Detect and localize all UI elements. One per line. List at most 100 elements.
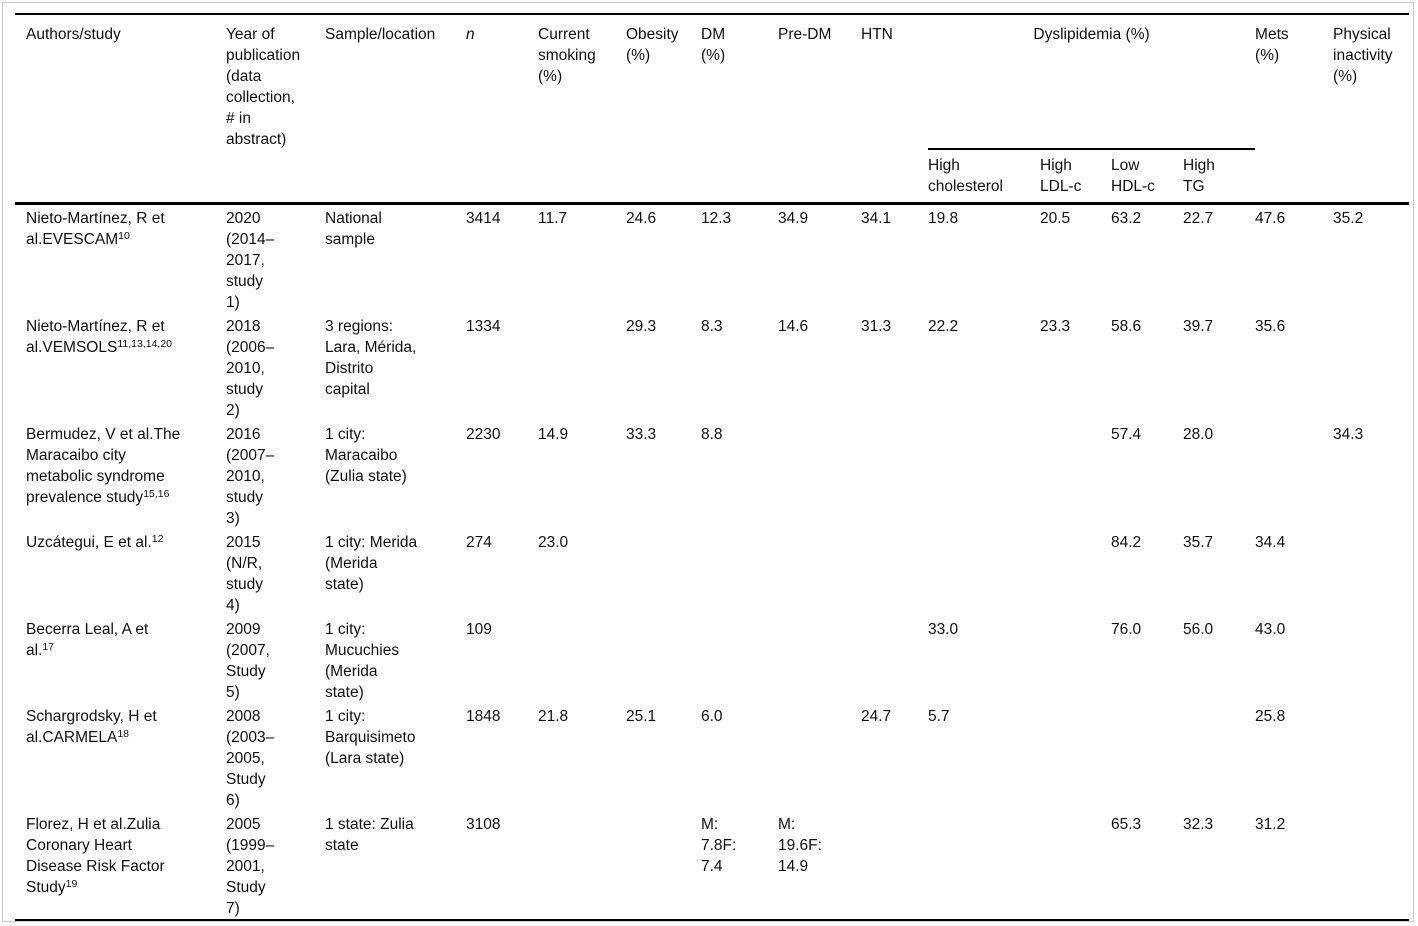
cell-predm [778,529,861,616]
reference-superscript: 19 [65,877,78,890]
cell-predm: M: 19.6F: 14.9 [778,815,822,875]
table-body: Nieto-Martínez, R et al.EVESCAM10 2020 (2… [15,203,1409,920]
cell-htn [861,421,928,529]
table-row: Schargrodsky, H et al.CARMELA18 2008 (200… [15,703,1409,811]
cell-low-hdl: 58.6 [1111,317,1142,335]
cell-author-study: Nieto-Martínez, R et al.EVESCAM10 [15,203,226,313]
cell-htn: 31.3 [861,317,892,335]
cell-author-study: Becerra Leal, A et al.17 [15,616,226,703]
table-row: Bermudez, V et al.The Maracaibo city met… [15,421,1409,529]
table-row: Uzcátegui, E et al.12 2015 (N/R, study 4)… [15,529,1409,616]
cell-high-tg: 32.3 [1183,815,1214,833]
cell-htn: 34.1 [861,209,892,227]
cell-smoking [538,616,626,703]
cell-mets: 25.8 [1255,707,1286,725]
cell-year-of-publication: 2008 (2003– 2005, Study 6) [226,707,275,809]
cell-smoking [538,313,626,421]
cell-low-hdl [1111,703,1183,811]
cell-mets: 35.6 [1255,317,1286,335]
author-study-text: Florez, H et al.Zulia Coronary Heart Dis… [26,815,165,896]
cell-obesity: 24.6 [626,209,657,227]
cell-high-tg: 56.0 [1183,620,1214,638]
cell-high-cholesterol [928,529,1040,616]
cell-author-study: Nieto-Martínez, R et al.VEMSOLS11,13,14,… [15,313,226,421]
cell-dm: 6.0 [701,707,723,725]
cell-high-ldl [1040,529,1111,616]
col-header-current-smoking: Current smoking (%) [538,26,596,85]
cell-inactivity: 35.2 [1333,209,1364,227]
table-row: Florez, H et al.Zulia Coronary Heart Dis… [15,811,1409,921]
cell-high-cholesterol: 22.2 [928,317,959,335]
col-header-high-tg: High TG [1183,157,1215,195]
cell-predm [778,421,861,529]
cell-n: 3108 [466,815,501,833]
reference-superscript: 12 [151,532,164,545]
cell-low-hdl: 57.4 [1111,425,1142,443]
col-header-obesity: Obesity (%) [626,26,679,64]
cell-n: 109 [466,620,492,638]
cell-sample-location: 1 state: Zulia state [325,815,414,854]
table-row: Nieto-Martínez, R et al.VEMSOLS11,13,14,… [15,313,1409,421]
cell-high-ldl [1040,703,1111,811]
col-header-dyslipidemia-group: Dyslipidemia (%) [928,14,1256,150]
col-header-physical-inactivity: Physical inactivity (%) [1333,26,1393,85]
cell-mets: 47.6 [1255,209,1286,227]
cell-high-cholesterol: 19.8 [928,209,959,227]
cell-predm: 34.9 [778,209,809,227]
author-study-text: Becerra Leal, A et al. [26,620,149,659]
col-header-year-of-publication: Year of publication (data collection, # … [226,26,301,148]
cell-n: 2230 [466,425,501,443]
col-header-pre-dm: Pre-DM [778,26,832,43]
cell-year-of-publication: 2009 (2007, Study 5) [226,620,270,701]
cell-n: 1848 [466,707,501,725]
cell-obesity: 29.3 [626,317,657,335]
cell-obesity [626,616,701,703]
author-study-text: Schargrodsky, H et al.CARMELA [26,707,157,746]
cell-obesity: 25.1 [626,707,657,725]
reference-superscript: 17 [42,640,55,653]
cell-smoking: 21.8 [538,707,569,725]
cell-dm [701,529,778,616]
col-header-high-ldl: High LDL-c [1040,157,1082,195]
cell-dm [701,616,778,703]
cell-high-tg: 39.7 [1183,317,1214,335]
cell-year-of-publication: 2018 (2006– 2010, study 2) [226,317,275,419]
reference-superscript: 11,13,14,20 [117,337,173,350]
cell-htn [861,616,928,703]
cell-smoking: 11.7 [538,209,568,227]
cell-low-hdl: 76.0 [1111,620,1142,638]
cell-inactivity [1333,703,1409,811]
cell-low-hdl: 65.3 [1111,815,1142,833]
cell-n: 1334 [466,317,501,335]
author-study-text: Nieto-Martínez, R et al.EVESCAM [26,209,165,248]
cell-smoking: 14.9 [538,425,569,443]
cell-inactivity [1333,811,1409,921]
cell-high-cholesterol [928,811,1040,921]
cell-mets [1255,421,1333,529]
cell-mets: 31.2 [1255,815,1286,833]
cell-high-tg: 35.7 [1183,533,1214,551]
cell-htn [861,529,928,616]
cell-author-study: Uzcátegui, E et al.12 [15,529,226,616]
col-header-sample-location: Sample/location [325,26,436,43]
cell-high-tg [1183,703,1255,811]
cell-sample-location: National sample [325,209,382,248]
cell-inactivity [1333,529,1409,616]
reference-superscript: 10 [118,229,130,242]
table-row: Becerra Leal, A et al.17 2009 (2007, Stud… [15,616,1409,703]
cell-htn: 24.7 [861,707,892,725]
cell-sample-location: 1 city: Barquisimeto (Lara state) [325,707,416,767]
cell-high-ldl: 23.3 [1040,317,1071,335]
cell-sample-location: 1 city: Maracaibo (Zulia state) [325,425,407,485]
cell-year-of-publication: 2020 (2014– 2017, study 1) [226,209,275,311]
cell-predm [778,616,861,703]
col-header-authors-study: Authors/study [26,26,121,43]
author-study-text: Nieto-Martínez, R et al.VEMSOLS [26,317,165,356]
cell-high-ldl [1040,421,1111,529]
cell-n: 274 [466,533,492,551]
cell-n: 3414 [466,209,501,227]
cell-obesity [626,529,701,616]
reference-superscript: 15,16 [143,487,170,500]
col-header-high-cholesterol: High cholesterol [928,157,1003,195]
